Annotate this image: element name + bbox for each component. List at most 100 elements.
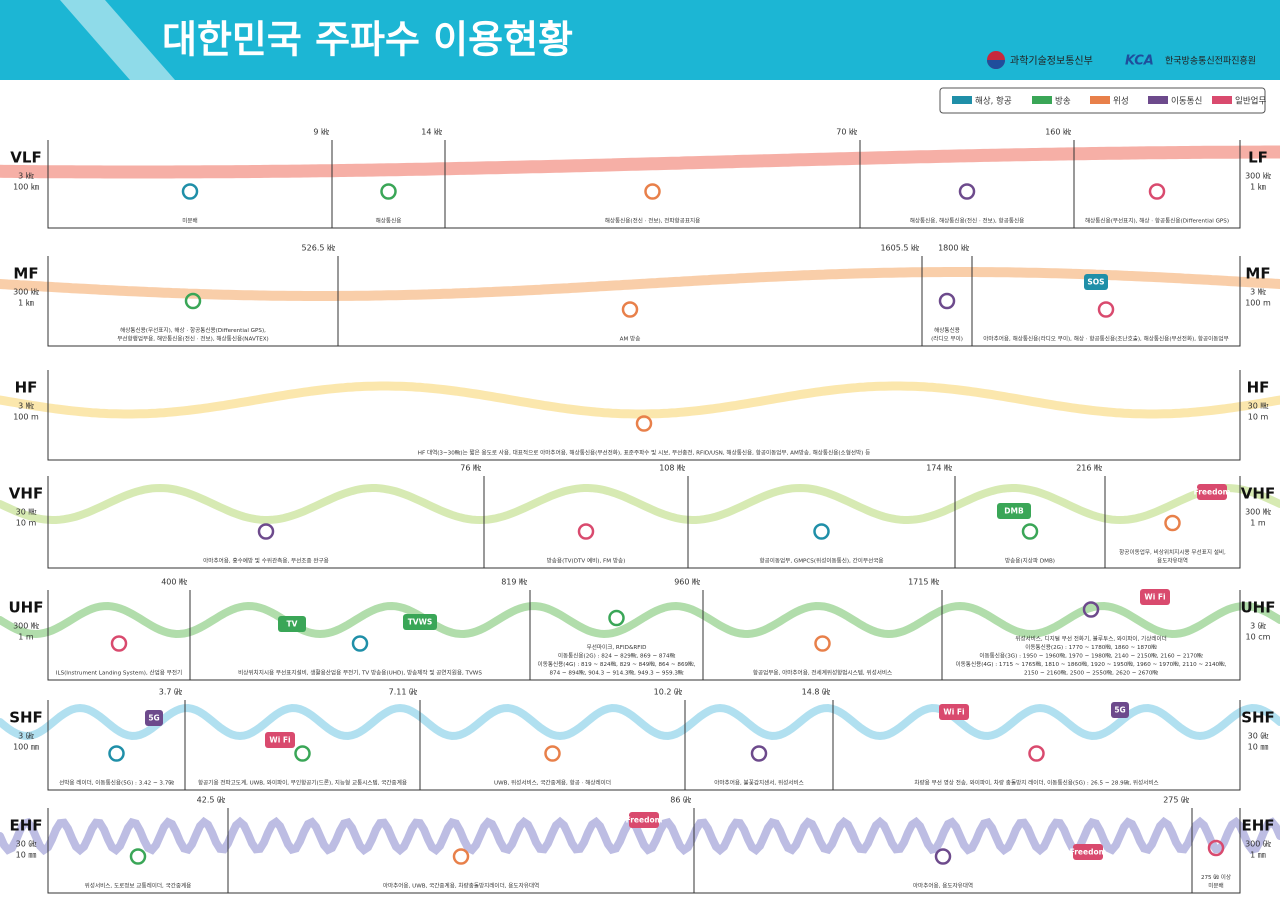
legend-label: 위성 (1113, 97, 1129, 107)
band-high-wave: 10 ㎜ (1248, 743, 1269, 752)
segment-text: 위성서비스, 디지털 무선 전화기, 블루투스, 와이파이, 기상레이더 (1015, 635, 1167, 643)
usage-icon (544, 745, 561, 762)
boundary-label: 9 ㎑ (313, 128, 329, 137)
icon-badge (1111, 702, 1129, 718)
usage-icon (644, 183, 661, 200)
band-low-wave: 10 ㎜ (16, 851, 37, 860)
agency-name: 한국방송통신전파진흥원 (1165, 55, 1256, 67)
boundary-label: 3.7 ㎓ (159, 688, 182, 697)
band-frame (47, 808, 1241, 894)
segment-text: 비상위치지시용 무선표지설비, 생활용산업용 무전기, TV 방송용(UHD),… (238, 669, 482, 677)
usage-icon (750, 745, 768, 762)
band-name: UHF (9, 599, 44, 617)
wave (0, 601, 1280, 639)
usage-icon (934, 848, 952, 865)
band-high-freq: 300 ㎑ (1245, 172, 1271, 181)
usage-icon (1148, 183, 1166, 200)
segment-text: 해상통신용 (376, 217, 402, 225)
segment-text: 아마추어용, UWB, 국간중계용, 차량충돌방지레이더, 용도자유대역 (383, 882, 539, 890)
segment-text: 무선마이크, RFID&RFID (587, 643, 647, 651)
band-high-name: LF (1248, 149, 1268, 167)
boundary-label: 14 ㎑ (421, 128, 442, 137)
band-high-name: HF (1247, 379, 1270, 397)
segment-text: 이동통신용(4G) : 1715 ~ 1765㎒, 1810 ~ 1860㎒, … (956, 660, 1227, 668)
segment-text: 선박용 레이더, 이동통신용(5G) : 3.42 ~ 3.7㎓ (59, 779, 174, 787)
band-frame (47, 476, 1241, 569)
segment-text: 아마추어용, 용도자유대역 (913, 882, 973, 890)
usage-icon (294, 745, 311, 762)
legend-label: 방송 (1055, 96, 1071, 107)
usage-icon (108, 745, 125, 762)
usage-icon (577, 523, 595, 540)
segment-text: 미분배 (182, 217, 197, 225)
icon-badge-label: Freedom (1070, 848, 1107, 857)
legend-label: 일반업무 (1235, 96, 1266, 107)
band-low-freq: 3 ㎑ (18, 172, 34, 181)
band-high-name: SHF (1241, 709, 1275, 727)
band-name: MF (13, 265, 38, 283)
usage-icon (257, 523, 275, 540)
boundary-label: 1715 ㎒ (908, 578, 939, 587)
band-high-name: UHF (1241, 599, 1276, 617)
band-low-wave: 100 ㎜ (13, 743, 39, 752)
segment-text: 무선항행업무용, 해안통신용(전신 · 전보), 해상통신용(NAVTEX) (117, 335, 269, 343)
usage-icon (1028, 745, 1045, 762)
boundary-label: 1800 ㎑ (938, 244, 969, 253)
wave (0, 816, 1280, 856)
segment-text: 해상통신용, 해상통신용(전신 · 전보), 항공통신용 (910, 217, 1025, 225)
boundary-label: 7.11 ㎓ (389, 688, 417, 697)
segment-text: 위성서비스, 도로정보 교통레이더, 국간중계용 (85, 882, 192, 890)
band-name: EHF (9, 817, 42, 835)
usage-icon (351, 635, 369, 652)
legend-swatch (1032, 96, 1052, 104)
segment-text: 이동통신용(4G) : 819 ~ 824㎒, 829 ~ 849㎒, 864 … (538, 660, 696, 668)
boundary-label: 160 ㎑ (1045, 128, 1071, 137)
band-low-freq: 300 ㎑ (13, 288, 39, 297)
band-high-name: MF (1245, 265, 1270, 283)
band-high-name: VHF (1241, 485, 1275, 503)
band-high-wave: 1 ㎞ (1250, 183, 1266, 192)
band-low-freq: 3 ㎓ (18, 732, 34, 741)
boundary-label: 1605.5 ㎑ (880, 244, 919, 253)
icon-badge (1197, 484, 1227, 500)
segment-text: 이동통신용(3G) : 1950 ~ 1960㎒, 1970 ~ 1980㎒, … (979, 652, 1203, 660)
legend-swatch (952, 96, 972, 104)
segment-text: 해상통신용(무선표지), 해상 · 항공통신용(Differential GPS… (1085, 217, 1229, 225)
band-frame (47, 140, 1241, 229)
usage-icon (184, 292, 202, 310)
band-high-name: EHF (1241, 817, 1274, 835)
usage-icon (452, 848, 470, 865)
legend-swatch (1148, 96, 1168, 104)
segment-text: 2150 ~ 2160㎒, 2500 ~ 2550㎒, 2620 ~ 2670㎒ (1024, 670, 1158, 677)
segment-text: 방송용(지상파 DMB) (1005, 557, 1055, 565)
usage-icon (1097, 301, 1115, 318)
icon-badge-label: 5G (1114, 706, 1125, 715)
usage-icon (1082, 601, 1100, 618)
band-name: VHF (9, 485, 43, 503)
segment-text: 이동통신용(2G) : 824 ~ 829㎒, 869 ~ 874㎒ (558, 652, 676, 660)
boundary-label: 70 ㎑ (836, 128, 857, 137)
segment-text: 275 ㎓ 이상 (1201, 873, 1231, 881)
icon-badge-label: DMB (1004, 507, 1024, 516)
band-high-freq: 30 ㎒ (1248, 402, 1269, 411)
icon-badge-label: TV (287, 620, 298, 629)
usage-icon (608, 609, 625, 627)
icon-badge (145, 710, 163, 726)
usage-icon (110, 635, 128, 652)
icon-badge-label: Wi Fi (269, 736, 290, 745)
usage-icon (635, 415, 653, 432)
boundary-label: 400 ㎒ (161, 578, 187, 587)
band-high-wave: 10 m (1248, 413, 1269, 422)
boundary-label: 42.5 ㎓ (197, 796, 225, 805)
segment-text: 874 ~ 894㎒, 904.3 ~ 914.3㎒, 949.3 ~ 959.… (549, 670, 683, 677)
band-high-freq: 3 ㎓ (1250, 622, 1266, 631)
icon-badge (997, 503, 1031, 519)
boundary-label: 76 ㎒ (460, 464, 481, 473)
icon-badge-label: Freedom (1194, 488, 1231, 497)
boundary-label: 819 ㎒ (501, 578, 527, 587)
segment-text: 항공이동업무, GMPCS(위성이동통신), 간이무선국용 (759, 557, 883, 565)
band-name: VLF (10, 149, 41, 167)
band-low-wave: 1 ㎞ (18, 299, 34, 308)
icon-badge (1084, 274, 1108, 290)
